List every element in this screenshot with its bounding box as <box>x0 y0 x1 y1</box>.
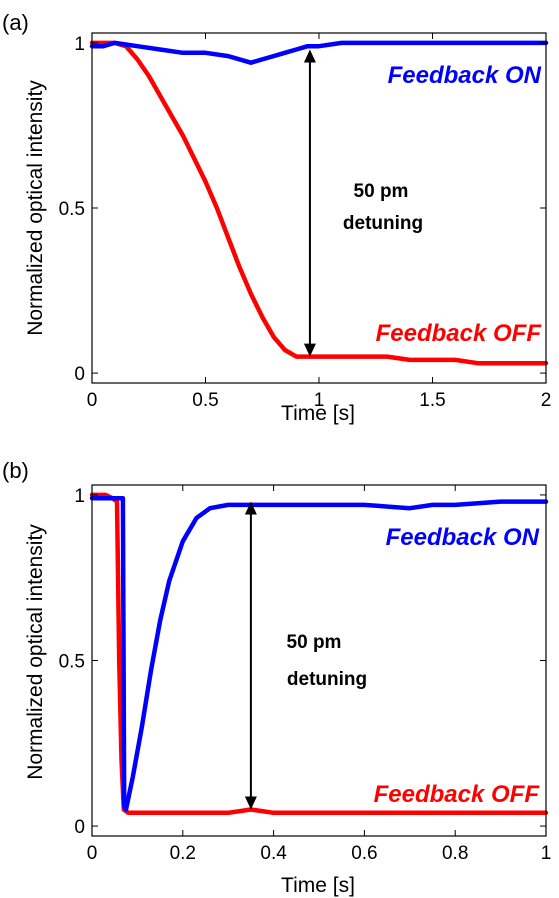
panel-b-x-tick-label: 1 <box>541 843 552 864</box>
panel-b-y-axis-label: Normalized optical intensity <box>24 524 47 780</box>
panel-b-arrow-head-down <box>244 796 257 810</box>
panel-b-label: (b) <box>2 458 29 483</box>
panel-b-series-line-feedback-on <box>89 495 549 812</box>
panel-a-plot-area: 0 0.5 1 1.5 2 0 0.5 1 <box>59 32 552 411</box>
panel-b: (b) Normalized optical intensity Time [s… <box>2 458 551 897</box>
panel-a-label: (a) <box>2 10 29 35</box>
panel-b-x-tick-label: 0.6 <box>351 843 377 864</box>
panel-a-series-line-feedback-off <box>89 40 549 366</box>
panel-a-y-tick-label: 0 <box>74 364 85 385</box>
panel-a-arrow-head-up <box>303 49 316 63</box>
panel-b-feedback-on-label: Feedback ON <box>386 524 540 551</box>
panel-b-x-tick-label: 0.8 <box>442 843 468 864</box>
panel-a-x-tick-label: 0.5 <box>192 390 218 411</box>
panel-a-y-tick-label: 1 <box>74 34 85 55</box>
panel-b-x-axis-label: Time [s] <box>281 874 355 897</box>
panel-a-feedback-off-label: Feedback OFF <box>376 320 543 347</box>
panel-a-arrow-head-down <box>303 343 316 357</box>
panel-b-arrow-head-up <box>244 501 257 515</box>
panel-b-annotation-line-2: detuning <box>287 669 367 690</box>
panel-b-feedback-off-label: Feedback OFF <box>374 781 541 808</box>
panel-a-x-axis-label: Time [s] <box>281 402 355 425</box>
panel-b-y-tick-label: 1 <box>74 486 85 507</box>
panel-b-y-tick-label: 0 <box>74 817 85 838</box>
panel-a-annotation-line-2: detuning <box>343 213 423 234</box>
panel-b-detuning-arrow <box>244 501 257 810</box>
panel-a-x-tick-label: 1.5 <box>419 390 445 411</box>
panel-b-x-tick-label: 0.2 <box>170 843 196 864</box>
panel-b-plot-area: 0 0.2 0.4 0.6 0.8 1 0 0.5 1 <box>59 484 552 864</box>
panel-a-y-tick-label: 0.5 <box>59 199 85 220</box>
panel-a-annotation-line-1: 50 pm <box>354 181 409 202</box>
panel-a: (a) Normalized optical intensity Time [s… <box>2 10 551 425</box>
panel-a-x-tick-label: 2 <box>541 390 552 411</box>
panel-b-x-tick-label: 0.4 <box>260 843 287 864</box>
panel-a-x-tick-label: 0 <box>87 390 98 411</box>
panel-a-detuning-arrow <box>303 49 316 357</box>
panel-a-y-axis-label: Normalized optical intensity <box>24 80 47 336</box>
panel-a-feedback-on-label: Feedback ON <box>388 62 542 89</box>
panel-b-y-tick-label: 0.5 <box>59 652 85 673</box>
panel-b-annotation-line-1: 50 pm <box>287 632 342 653</box>
panel-a-x-tick-label: 1 <box>314 390 325 411</box>
panel-b-x-tick-label: 0 <box>87 843 98 864</box>
panel-a-series-line-feedback-on <box>89 40 549 65</box>
